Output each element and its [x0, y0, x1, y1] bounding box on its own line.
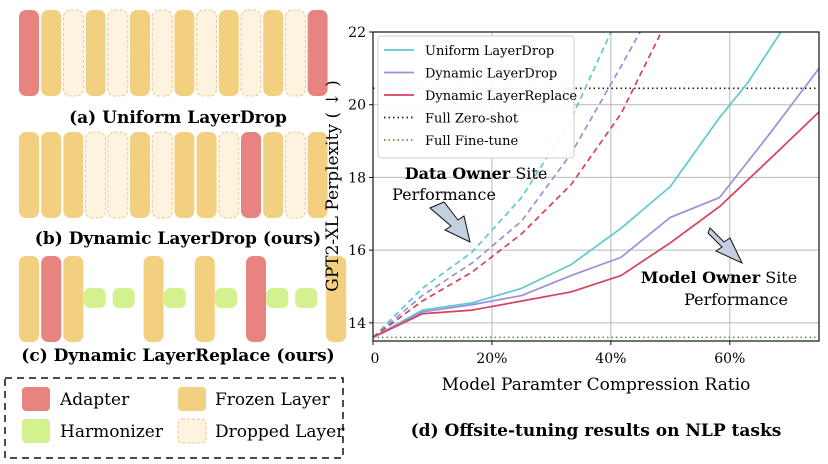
harmonizer-block: [83, 288, 106, 308]
frozen-layer-block: [143, 256, 164, 342]
layer-diagrams: (a) Uniform LayerDrop (b) Dynamic LayerD…: [4, 9, 347, 459]
legend-label-harmonizer: Harmonizer: [60, 422, 164, 442]
frozen-layer-block: [19, 256, 39, 342]
data-owner-arrow: [429, 201, 471, 243]
dropped-layer-block: [218, 131, 240, 219]
harmonizer-block: [112, 288, 135, 308]
chart-caption: (d) Offsite-tuning results on NLP tasks: [411, 421, 782, 441]
dynamic-layerdrop-dashed-line: [373, 32, 642, 339]
y-tick-label: 20: [348, 98, 366, 114]
x-tick-label: 0: [371, 351, 380, 367]
frozen-layer-block: [63, 256, 84, 342]
adapter-layer-block: [307, 10, 328, 96]
y-tick-label: 18: [348, 170, 366, 186]
frozen-layer-block: [41, 10, 62, 96]
adapter-layer-block: [246, 256, 266, 342]
legend-label-adapter: Adapter: [59, 390, 130, 410]
caption-b: (b) Dynamic LayerDrop (ours): [35, 229, 321, 249]
legend-swatch-adapter: [22, 387, 50, 411]
dropped-layer-block: [284, 131, 306, 219]
data-owner-annotation: Data Owner Site Performance: [392, 164, 548, 243]
frozen-layer-block: [174, 132, 195, 218]
caption-a: (a) Uniform LayerDrop: [69, 108, 287, 128]
frozen-layer-block: [41, 132, 62, 218]
legend-text-full-zero-shot: Full Zero-shot: [425, 112, 519, 127]
frozen-layer-block: [263, 132, 284, 218]
caption-c: (c) Dynamic LayerReplace (ours): [21, 346, 334, 366]
dropped-layer-block: [196, 9, 218, 97]
model-owner-site: Site: [760, 268, 797, 287]
dynamic-layerreplace-dashed-line: [373, 32, 663, 339]
x-tick-label: 60%: [714, 351, 745, 367]
model-owner-line2: Performance: [684, 290, 788, 309]
frozen-layer-block: [130, 10, 150, 96]
legend-text-uniform-layerdrop: Uniform LayerDrop: [425, 44, 554, 59]
svg-text:Data Owner Site: Data Owner Site: [405, 164, 548, 183]
x-tick-label: 20%: [476, 351, 507, 367]
layer-legend: Adapter Frozen Layer Harmonizer Dropped …: [4, 377, 345, 459]
chart-legend-box: [377, 35, 575, 159]
data-owner-line2: Performance: [392, 185, 496, 204]
frozen-layer-block: [196, 132, 217, 218]
frozen-layer-block: [130, 132, 150, 218]
y-tick-label: 16: [348, 243, 366, 259]
x-axis-label: Model Paramter Compression Ratio: [442, 375, 751, 395]
harmonizer-block: [266, 288, 289, 308]
frozen-layer-block: [218, 10, 239, 96]
harmonizer-block: [215, 288, 237, 308]
dynamic-layerdrop-solid-line: [373, 67, 819, 339]
legend-frame: [4, 377, 344, 459]
dynamic-layerdrop-diagram: [19, 131, 328, 219]
chart-series: [373, 32, 819, 339]
adapter-layer-block: [19, 10, 39, 96]
adapter-layer-block: [241, 132, 261, 218]
dropped-layer-block: [284, 9, 306, 97]
frozen-layer-block: [19, 132, 39, 218]
dynamic-layerreplace-solid-line: [373, 111, 819, 339]
uniform-layerdrop-solid-line: [373, 32, 782, 339]
legend-swatch-frozen: [178, 387, 206, 411]
y-axis-label: GPT2-XL Perplexity ( ↓ ): [323, 80, 343, 292]
legend-text-full-fine-tune: Full Fine-tune: [425, 134, 518, 149]
y-tick-label: 22: [348, 25, 366, 41]
dropped-layer-block: [240, 9, 262, 97]
uniform-layerdrop-diagram: [19, 9, 328, 97]
axis-ticks: 0 20% 40% 60%: [369, 31, 745, 367]
dropped-layer-block: [107, 131, 129, 219]
dynamic-layerreplace-diagram: [19, 256, 347, 342]
harmonizer-block: [295, 288, 318, 308]
plot-frame: [372, 31, 820, 342]
svg-text:Model Owner Site: Model Owner Site: [641, 268, 797, 287]
data-owner-site: Site: [510, 164, 547, 183]
perplexity-chart: 0 20% 40% 60% Model Paramter Compression Ra…: [323, 25, 820, 441]
adapter-layer-block: [41, 256, 62, 342]
frozen-layer-block: [263, 10, 284, 96]
dropped-layer-block: [151, 131, 173, 219]
legend-swatch-harmonizer: [22, 419, 50, 443]
frozen-layer-block: [174, 10, 195, 96]
model-owner-arrow: [707, 227, 744, 265]
legend-label-frozen: Frozen Layer: [215, 390, 331, 410]
dropped-layer-block: [151, 9, 173, 97]
legend-swatch-dropped: [177, 418, 207, 444]
model-owner-bold: Model Owner: [641, 268, 761, 287]
dropped-layer-block: [62, 9, 84, 97]
chart-legend: Uniform LayerDrop Dynamic LayerDrop Dynami…: [377, 35, 577, 159]
frozen-layer-block: [194, 256, 215, 342]
frozen-layer-block: [307, 132, 328, 218]
harmonizer-block: [163, 288, 186, 308]
frozen-layer-block: [63, 132, 84, 218]
frozen-layer-block: [326, 256, 347, 342]
data-owner-bold: Data Owner: [405, 164, 511, 183]
x-tick-label: 40%: [595, 351, 626, 367]
dropped-layer-block: [85, 131, 107, 219]
frozen-layer-block: [85, 10, 106, 96]
legend-text-dynamic-layerreplace: Dynamic LayerReplace: [425, 89, 577, 104]
y-tick-label: 14: [348, 316, 366, 332]
dropped-layer-block: [107, 9, 129, 97]
legend-text-dynamic-layerdrop: Dynamic LayerDrop: [425, 67, 557, 82]
legend-label-dropped: Dropped Layer: [215, 422, 345, 442]
model-owner-annotation: Model Owner Site Performance: [641, 227, 797, 309]
